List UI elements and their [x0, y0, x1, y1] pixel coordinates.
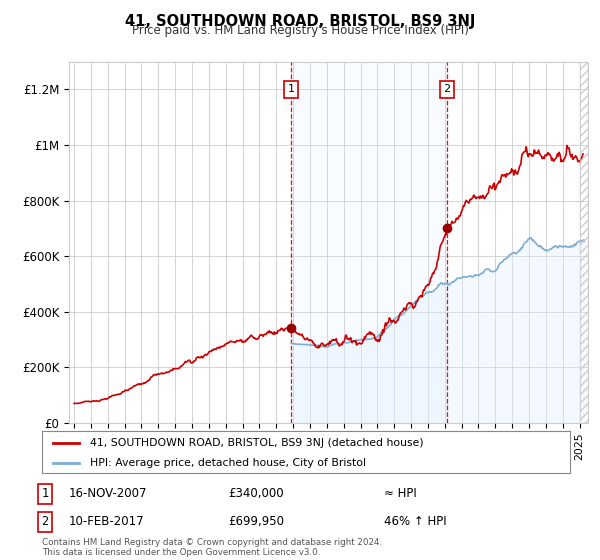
Text: Contains HM Land Registry data © Crown copyright and database right 2024.
This d: Contains HM Land Registry data © Crown c… — [42, 538, 382, 557]
Text: ≈ HPI: ≈ HPI — [384, 487, 417, 501]
Text: Price paid vs. HM Land Registry's House Price Index (HPI): Price paid vs. HM Land Registry's House … — [131, 24, 469, 37]
Text: £340,000: £340,000 — [228, 487, 284, 501]
Text: 2: 2 — [443, 85, 451, 95]
Text: 1: 1 — [41, 487, 49, 501]
Text: 41, SOUTHDOWN ROAD, BRISTOL, BS9 3NJ (detached house): 41, SOUTHDOWN ROAD, BRISTOL, BS9 3NJ (de… — [89, 438, 423, 448]
Text: 1: 1 — [287, 85, 295, 95]
Text: 16-NOV-2007: 16-NOV-2007 — [69, 487, 148, 501]
Text: 46% ↑ HPI: 46% ↑ HPI — [384, 515, 446, 529]
Text: 2: 2 — [41, 515, 49, 529]
Text: HPI: Average price, detached house, City of Bristol: HPI: Average price, detached house, City… — [89, 458, 365, 468]
Text: 41, SOUTHDOWN ROAD, BRISTOL, BS9 3NJ: 41, SOUTHDOWN ROAD, BRISTOL, BS9 3NJ — [125, 14, 475, 29]
Bar — [291, 62, 447, 423]
Text: 10-FEB-2017: 10-FEB-2017 — [69, 515, 145, 529]
Text: £699,950: £699,950 — [228, 515, 284, 529]
